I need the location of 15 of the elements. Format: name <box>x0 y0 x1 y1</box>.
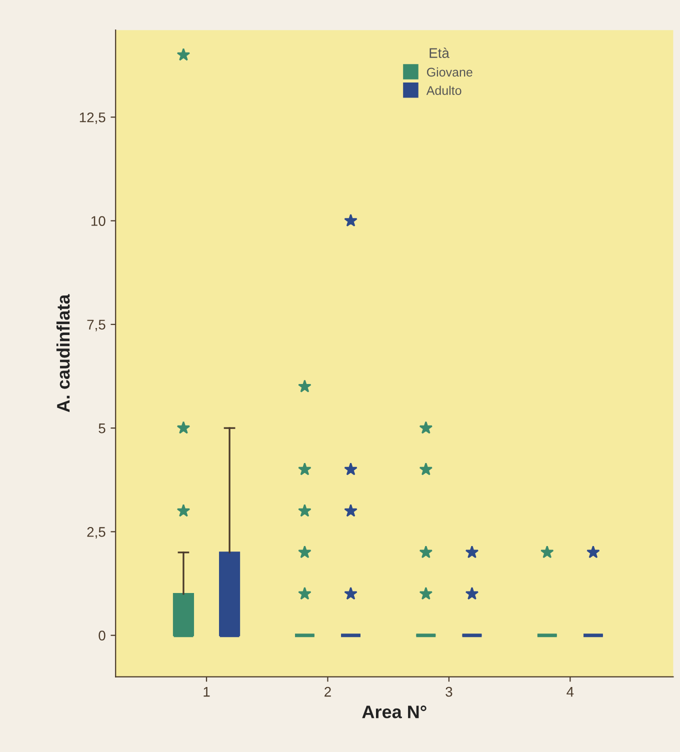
x-axis-title: Area N° <box>362 706 426 718</box>
x-tick-label: 3 <box>446 686 452 697</box>
x-tick-label: 2 <box>324 686 331 697</box>
legend-label: Adulto <box>426 86 462 95</box>
y-tick-label: 0 <box>98 630 106 641</box>
legend-label: Giovane <box>426 67 472 77</box>
y-axis-title: A. caudinflata <box>56 294 70 412</box>
x-tick-label: 1 <box>204 687 210 697</box>
y-tick-label: 10 <box>91 216 106 226</box>
x-tick-label: 4 <box>566 687 574 697</box>
y-tick-label: 2,5 <box>87 527 106 539</box>
y-tick-label: 5 <box>98 424 106 434</box>
y-tick-label: 7,5 <box>87 320 106 332</box>
legend-title: Età <box>430 48 450 58</box>
y-tick-label: 12,5 <box>80 112 106 124</box>
